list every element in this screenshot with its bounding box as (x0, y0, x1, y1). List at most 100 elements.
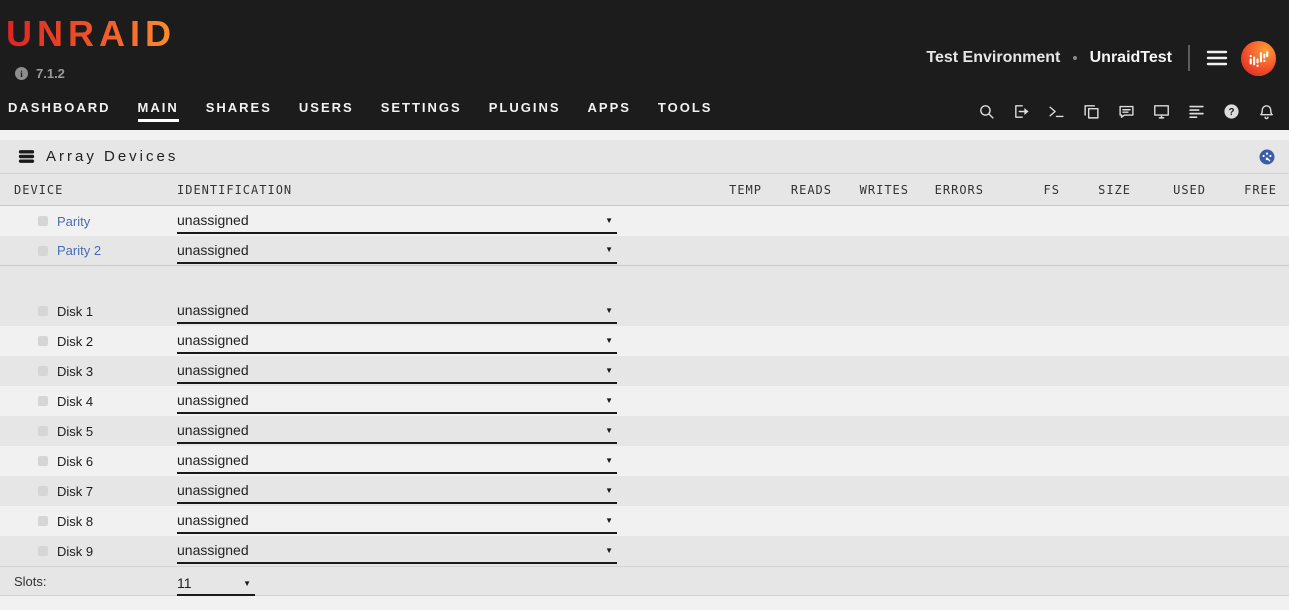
col-writes: WRITES (859, 182, 909, 197)
notifications-icon[interactable] (1257, 102, 1275, 120)
device-rows: Parity unassigned ▼ Parity 2 unassigned … (0, 206, 1289, 566)
identification-value: unassigned (177, 452, 249, 468)
identification-value: unassigned (177, 392, 249, 408)
table-row: Disk 5 unassigned ▼ (0, 416, 1289, 446)
nav-items: DASHBOARD MAIN SHARES USERS SETTINGS PLUGINS A… (8, 100, 712, 123)
device-link[interactable]: Parity (57, 213, 91, 229)
nav-item-5[interactable]: PLUGINS (488, 99, 561, 115)
device-link[interactable]: Disk 6 (57, 453, 94, 469)
nav-item-2[interactable]: SHARES (205, 99, 272, 115)
nav-item-6[interactable]: APPS (587, 99, 631, 115)
feedback-icon[interactable] (1117, 102, 1135, 120)
identification-select[interactable]: unassigned ▼ (177, 448, 618, 474)
nav-item-1[interactable]: MAIN (137, 100, 179, 123)
logout-icon[interactable] (1012, 102, 1030, 120)
svg-text:?: ? (1228, 107, 1234, 118)
logs-icon[interactable] (1187, 102, 1205, 120)
copy-icon[interactable] (1082, 102, 1100, 120)
slots-select[interactable]: 11 ▼ (177, 566, 618, 596)
identification-value: unassigned (177, 482, 249, 498)
device-link[interactable]: Disk 8 (57, 513, 94, 529)
identification-select[interactable]: unassigned ▼ (177, 328, 618, 354)
top-header: UNRAID i 7.1.2 Test Environment • Unraid… (0, 0, 1289, 130)
identification-select[interactable]: unassigned ▼ (177, 478, 618, 504)
device-link[interactable]: Disk 3 (57, 363, 94, 379)
identification-select[interactable]: unassigned ▼ (177, 238, 618, 264)
identification-select[interactable]: unassigned ▼ (177, 208, 618, 234)
table-row: Parity unassigned ▼ (0, 206, 1289, 236)
nav-icons: ? (977, 102, 1279, 120)
col-free: FREE (1244, 182, 1277, 197)
table-row: Disk 3 unassigned ▼ (0, 356, 1289, 386)
nav-item-3[interactable]: USERS (298, 99, 354, 115)
device-link[interactable]: Disk 5 (57, 423, 94, 439)
terminal-icon[interactable] (1047, 102, 1065, 120)
vertical-divider (1188, 45, 1190, 71)
device-link[interactable]: Disk 7 (57, 483, 94, 499)
device-link[interactable]: Disk 2 (57, 333, 94, 349)
table-row: Disk 1 unassigned ▼ (0, 296, 1289, 326)
device-link[interactable]: Disk 4 (57, 393, 94, 409)
device-link[interactable]: Parity 2 (57, 243, 102, 258)
device-link[interactable]: Disk 9 (57, 543, 94, 559)
monitor-icon[interactable] (1152, 102, 1170, 120)
disk-status-icon (38, 216, 48, 226)
identification-value: unassigned (177, 512, 249, 528)
identification-select[interactable]: unassigned ▼ (177, 538, 618, 564)
disk-status-icon (38, 336, 48, 346)
help-icon[interactable]: ? (1222, 102, 1240, 120)
version-row: i 7.1.2 (15, 66, 65, 81)
identification-select[interactable]: unassigned ▼ (177, 388, 618, 414)
nav-item-7[interactable]: TOOLS (657, 99, 713, 115)
hamburger-menu-icon[interactable] (1206, 49, 1228, 67)
chevron-down-icon: ▼ (605, 335, 613, 345)
main-navbar: DASHBOARD MAIN SHARES USERS SETTINGS PLUGINS A… (0, 92, 1289, 130)
nav-item-0[interactable]: DASHBOARD (8, 99, 111, 115)
slots-row: Slots: 11 ▼ (0, 566, 1289, 596)
disk-status-icon (38, 306, 48, 316)
chevron-down-icon: ▼ (605, 485, 613, 495)
disk-status-icon (38, 486, 48, 496)
parity-data-spacer (0, 266, 1289, 296)
nav-item-4[interactable]: SETTINGS (380, 99, 462, 115)
col-device: DEVICE (14, 182, 64, 197)
identification-value: unassigned (177, 302, 249, 318)
chevron-down-icon: ▼ (605, 365, 613, 375)
chevron-down-icon: ▼ (605, 515, 613, 525)
identification-value: unassigned (177, 241, 249, 258)
identification-select[interactable]: unassigned ▼ (177, 508, 618, 534)
avatar[interactable] (1240, 40, 1277, 77)
main-content: Array Devices DEVICE IDENTIFICATION TEMP… (0, 140, 1289, 596)
chevron-down-icon: ▼ (605, 215, 613, 225)
chevron-down-icon: ▼ (605, 245, 613, 254)
identification-value: unassigned (177, 212, 249, 228)
disk-status-icon (38, 245, 48, 256)
identification-select[interactable]: unassigned ▼ (177, 358, 618, 384)
array-devices-section-bar: Array Devices (0, 140, 1289, 174)
version-label: 7.1.2 (36, 66, 65, 81)
table-row: Disk 4 unassigned ▼ (0, 386, 1289, 416)
disk-status-icon (38, 366, 48, 376)
col-used: USED (1173, 182, 1206, 197)
identification-select[interactable]: unassigned ▼ (177, 298, 618, 324)
disk-status-icon (38, 456, 48, 466)
table-row: Disk 6 unassigned ▼ (0, 446, 1289, 476)
chevron-down-icon: ▼ (243, 578, 251, 588)
chevron-down-icon: ▼ (605, 545, 613, 555)
identification-value: unassigned (177, 362, 249, 378)
identification-select[interactable]: unassigned ▼ (177, 418, 618, 444)
table-header: DEVICE IDENTIFICATION TEMP READS WRITES … (0, 174, 1289, 206)
gauge-icon[interactable] (1259, 149, 1275, 165)
disk-status-icon (38, 516, 48, 526)
separator-dot: • (1072, 49, 1078, 67)
table-row: Disk 9 unassigned ▼ (0, 536, 1289, 566)
identification-value: unassigned (177, 542, 249, 558)
chevron-down-icon: ▼ (605, 425, 613, 435)
slots-label: Slots: (14, 573, 47, 589)
info-icon[interactable]: i (15, 67, 28, 80)
col-fs: FS (1043, 182, 1060, 197)
chevron-down-icon: ▼ (605, 395, 613, 405)
device-link[interactable]: Disk 1 (57, 303, 94, 319)
search-icon[interactable] (977, 102, 995, 120)
chevron-down-icon: ▼ (605, 305, 613, 315)
